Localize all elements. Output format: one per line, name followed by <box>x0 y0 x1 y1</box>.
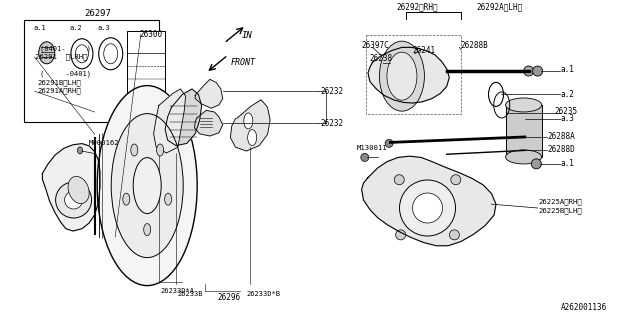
Text: (0401-     ): (0401- ) <box>40 45 91 52</box>
Text: 26232: 26232 <box>320 87 343 96</box>
Circle shape <box>532 66 543 76</box>
Ellipse shape <box>506 150 541 164</box>
Polygon shape <box>42 144 100 231</box>
Ellipse shape <box>111 114 183 258</box>
Text: M000162: M000162 <box>88 140 119 146</box>
Polygon shape <box>154 89 186 153</box>
Circle shape <box>451 175 461 185</box>
Ellipse shape <box>131 144 138 156</box>
Text: IN: IN <box>242 31 253 40</box>
Text: 26292A〈LH〉: 26292A〈LH〉 <box>477 3 523 12</box>
Ellipse shape <box>104 44 118 64</box>
Text: 26235: 26235 <box>554 107 577 116</box>
Text: M130011: M130011 <box>357 145 388 151</box>
Text: a.1: a.1 <box>561 159 575 168</box>
Ellipse shape <box>76 45 88 63</box>
Ellipse shape <box>97 86 197 286</box>
Text: 26232: 26232 <box>320 119 343 128</box>
Text: 26225B〈LH〉: 26225B〈LH〉 <box>538 207 582 214</box>
Ellipse shape <box>77 147 83 154</box>
Ellipse shape <box>123 193 130 205</box>
Text: 26291B〈LH〉: 26291B〈LH〉 <box>37 79 81 86</box>
Circle shape <box>65 191 83 209</box>
Text: A262001136: A262001136 <box>561 303 607 312</box>
Bar <box>366 35 461 114</box>
Circle shape <box>396 230 406 240</box>
Text: 26233D*A: 26233D*A <box>160 288 194 294</box>
Text: 26300: 26300 <box>140 30 163 39</box>
Text: a.3: a.3 <box>561 114 575 123</box>
Circle shape <box>361 154 369 162</box>
Polygon shape <box>362 156 496 246</box>
Bar <box>506 105 541 157</box>
Circle shape <box>385 140 393 148</box>
Text: a.2: a.2 <box>561 90 575 99</box>
Polygon shape <box>195 110 223 136</box>
Text: 26292〈RH〉: 26292〈RH〉 <box>397 3 438 12</box>
Circle shape <box>531 159 541 169</box>
Text: 26233B: 26233B <box>178 292 204 297</box>
Ellipse shape <box>244 113 253 129</box>
Text: a.1: a.1 <box>561 65 575 74</box>
Polygon shape <box>195 79 223 108</box>
Polygon shape <box>230 100 270 151</box>
Circle shape <box>524 66 534 76</box>
Text: 26288D: 26288D <box>548 145 575 154</box>
Text: 26233D*B: 26233D*B <box>246 292 280 297</box>
Text: 26291A〈RH〉: 26291A〈RH〉 <box>37 87 81 93</box>
Ellipse shape <box>380 41 424 111</box>
Text: a.1: a.1 <box>33 25 46 31</box>
Text: 26288B: 26288B <box>461 41 488 50</box>
Ellipse shape <box>68 176 89 204</box>
Text: FRONT: FRONT <box>230 58 255 67</box>
Polygon shape <box>368 47 449 103</box>
Text: (     -0401): ( -0401) <box>40 71 91 77</box>
Ellipse shape <box>133 158 161 214</box>
Text: 26296: 26296 <box>218 293 241 302</box>
Circle shape <box>394 175 404 185</box>
Bar <box>24 20 159 122</box>
Ellipse shape <box>157 144 164 156</box>
Text: 26241: 26241 <box>413 46 436 55</box>
Circle shape <box>399 180 456 236</box>
Text: 26238: 26238 <box>370 54 393 63</box>
Text: a.3: a.3 <box>97 25 110 31</box>
Bar <box>127 31 164 103</box>
Polygon shape <box>165 89 202 146</box>
Ellipse shape <box>387 52 417 100</box>
Text: 26288A: 26288A <box>548 132 575 141</box>
Ellipse shape <box>39 42 55 64</box>
Ellipse shape <box>506 98 541 112</box>
Ellipse shape <box>164 193 172 205</box>
Text: 26297: 26297 <box>84 9 111 18</box>
Ellipse shape <box>144 224 150 236</box>
Circle shape <box>449 230 460 240</box>
Circle shape <box>56 182 92 218</box>
Ellipse shape <box>248 130 257 146</box>
Text: 26291  〈LRH〉: 26291 〈LRH〉 <box>35 54 88 60</box>
Text: 26225A〈RH〉: 26225A〈RH〉 <box>538 198 582 205</box>
Text: 26397C: 26397C <box>362 41 389 50</box>
Text: a.2: a.2 <box>69 25 82 31</box>
Circle shape <box>413 193 442 223</box>
